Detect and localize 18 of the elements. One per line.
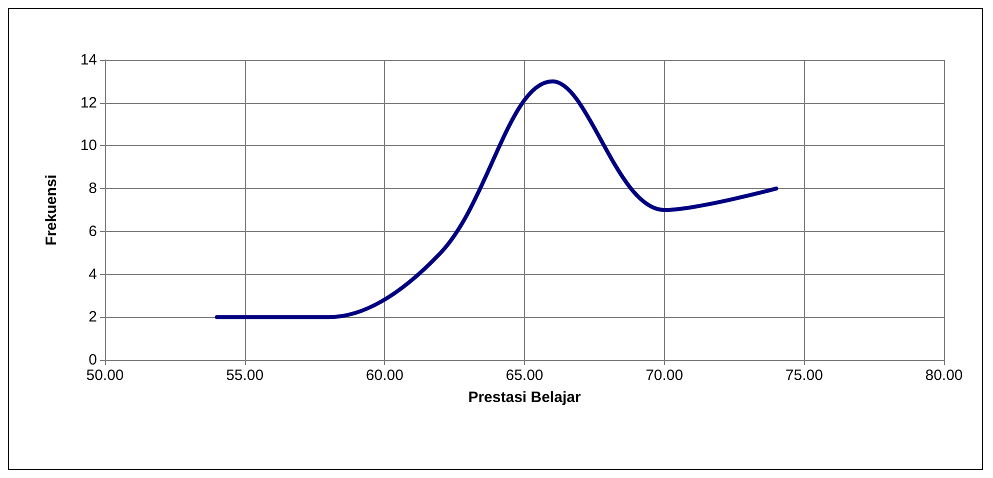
line-series xyxy=(214,79,778,320)
x-tick-label: 80.00 xyxy=(925,367,963,384)
y-tick-label: 0 xyxy=(88,352,97,368)
x-axis-title: Prestasi Belajar xyxy=(468,389,581,406)
x-tick-label: 75.00 xyxy=(785,367,823,384)
y-tick-label: 6 xyxy=(88,222,97,240)
x-tick-label: 60.00 xyxy=(366,367,404,384)
y-axis-title: Frekuensi xyxy=(43,174,60,246)
x-tick-label: 55.00 xyxy=(226,367,264,384)
x-tick-label: 50.00 xyxy=(86,367,124,384)
y-tick-label: 4 xyxy=(88,266,97,283)
y-tick-label: 2 xyxy=(88,308,97,326)
y-tick-label: 8 xyxy=(88,180,97,198)
y-tick-label: 10 xyxy=(80,137,97,154)
y-tick-label: 12 xyxy=(80,94,97,112)
y-tick-label: 14 xyxy=(80,52,97,68)
x-tick-label: 65.00 xyxy=(506,367,544,384)
x-tick-label: 70.00 xyxy=(646,367,684,384)
